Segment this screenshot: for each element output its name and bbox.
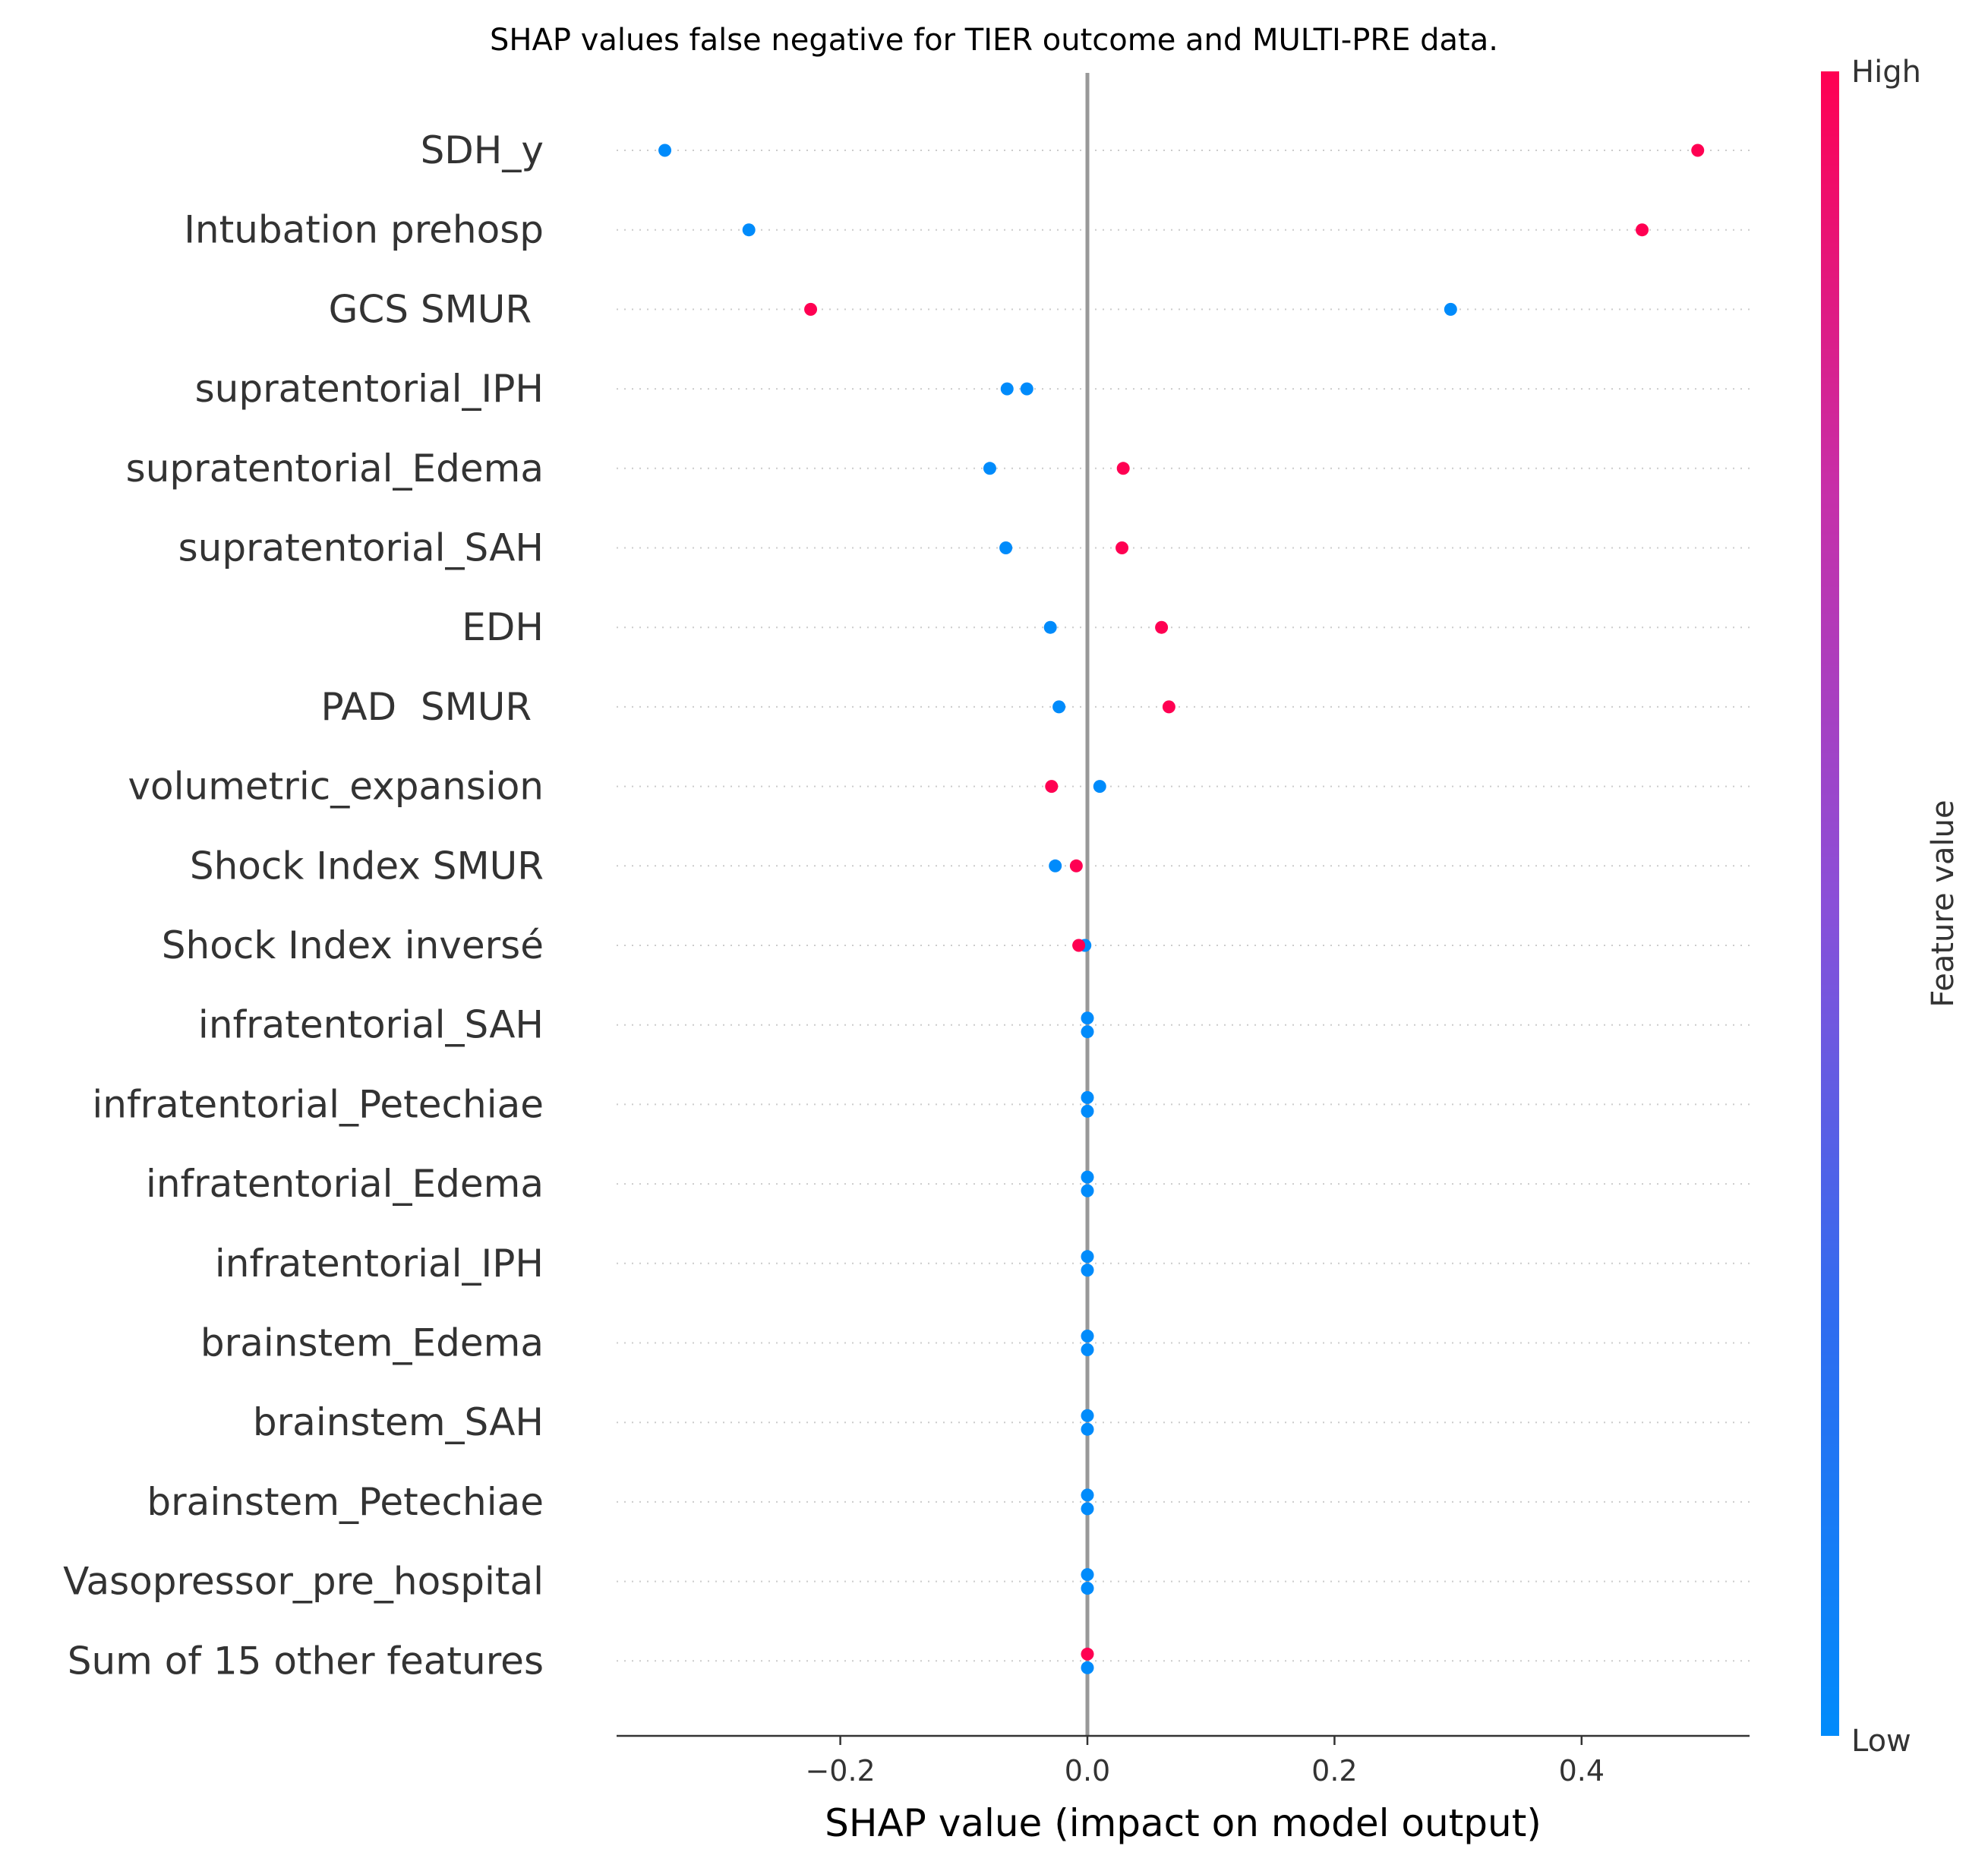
feature-label: brainstem_Edema	[200, 1321, 544, 1365]
shap-point	[1081, 1661, 1094, 1674]
shap-point	[1052, 700, 1066, 714]
shap-point	[983, 462, 996, 475]
feature-label: volumetric_expansion	[128, 765, 544, 809]
shap-points	[658, 144, 1705, 1674]
colorbar	[1821, 71, 1839, 1736]
feature-label: brainstem_SAH	[253, 1400, 544, 1444]
shap-point	[1116, 462, 1130, 475]
shap-point	[1081, 1184, 1094, 1197]
shap-point	[1081, 1250, 1094, 1264]
feature-label: Shock Index SMUR	[190, 844, 544, 888]
shap-point	[1081, 1647, 1094, 1661]
colorbar-high-label: High	[1851, 55, 1921, 90]
shap-point	[1081, 1104, 1094, 1118]
feature-label: PAD SMUR	[320, 685, 544, 729]
shap-point	[1081, 1025, 1094, 1039]
shap-point	[1093, 780, 1106, 794]
shap-point	[1072, 939, 1086, 952]
shap-point	[1081, 1488, 1094, 1502]
feature-label: infratentorial_SAH	[198, 1003, 544, 1047]
shap-point	[1081, 1409, 1094, 1422]
shap-point	[1081, 1343, 1094, 1356]
shap-point	[1155, 620, 1169, 634]
x-tick-label: 0.2	[1311, 1754, 1357, 1788]
x-tick-label: −0.2	[805, 1754, 875, 1788]
shap-point	[1636, 223, 1649, 237]
feature-label: infratentorial_IPH	[215, 1242, 544, 1286]
colorbar-title: Feature value	[1926, 800, 1961, 1007]
shap-point	[742, 223, 756, 237]
feature-label: brainstem_Petechiae	[147, 1480, 544, 1524]
shap-point	[1691, 144, 1705, 157]
feature-label: Intubation prehosp	[184, 208, 544, 252]
shap-point	[1081, 1502, 1094, 1516]
shap-point	[804, 302, 818, 316]
feature-label: Vasopressor_pre_hospital	[63, 1560, 544, 1604]
shap-point	[1049, 859, 1062, 872]
shap-point	[1069, 859, 1083, 872]
colorbar-low-label: Low	[1851, 1724, 1911, 1759]
x-tick-label: 0.4	[1559, 1754, 1605, 1788]
shap-point	[1162, 700, 1175, 714]
shap-point	[1020, 382, 1033, 396]
feature-label: supratentorial_SAH	[178, 526, 544, 570]
shap-point	[658, 144, 672, 157]
shap-point	[1081, 1330, 1094, 1343]
chart-title: SHAP values false negative for TIER outc…	[490, 23, 1498, 58]
x-axis-title: SHAP value (impact on model output)	[825, 1801, 1541, 1845]
shap-point	[1115, 541, 1129, 554]
feature-label: supratentorial_Edema	[126, 446, 544, 491]
x-axis-ticks: −0.2 0.0 0.2 0.4	[805, 1736, 1605, 1788]
feature-label: GCS SMUR	[329, 287, 544, 331]
shap-point	[1043, 620, 1057, 634]
feature-label: infratentorial_Petechiae	[92, 1082, 544, 1126]
shap-point	[1081, 1170, 1094, 1184]
shap-point	[1045, 780, 1059, 794]
shap-point	[1000, 382, 1014, 396]
shap-point	[999, 541, 1013, 554]
row-gridlines	[617, 150, 1750, 1662]
feature-label: SDH_y	[421, 128, 544, 172]
feature-label: infratentorial_Edema	[146, 1162, 544, 1206]
feature-label: EDH	[462, 605, 544, 649]
feature-label: Shock Index inversé	[162, 923, 544, 967]
shap-point	[1081, 1090, 1094, 1104]
feature-labels: SDH_y Intubation prehosp GCS SMUR supraten…	[63, 128, 544, 1683]
x-tick-label: 0.0	[1065, 1754, 1110, 1788]
shap-point	[1081, 1011, 1094, 1025]
feature-label: Sum of 15 other features	[68, 1639, 544, 1683]
shap-point	[1444, 302, 1457, 316]
shap-point	[1081, 1422, 1094, 1436]
shap-point	[1081, 1264, 1094, 1277]
shap-point	[1081, 1582, 1094, 1595]
feature-label: supratentorial_IPH	[195, 367, 544, 411]
shap-point	[1081, 1568, 1094, 1582]
